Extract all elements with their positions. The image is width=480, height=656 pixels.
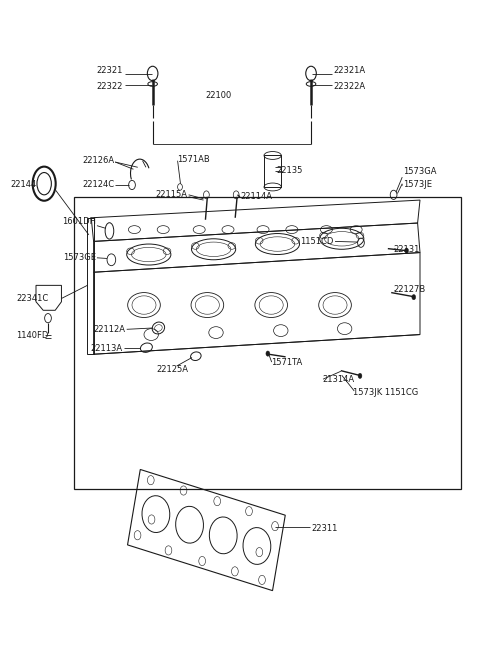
Text: 22125A: 22125A [157,365,189,374]
Circle shape [266,351,270,356]
Text: 22322A: 22322A [334,82,366,91]
Text: 1573GE: 1573GE [63,253,96,262]
Text: 22135: 22135 [276,166,302,175]
Text: 22126A: 22126A [82,156,114,165]
Bar [74,197,461,489]
Text: 22124C: 22124C [82,180,114,190]
Bar [264,155,281,187]
Text: 21314A: 21314A [323,375,355,384]
Text: 22341C: 22341C [16,294,49,303]
Circle shape [412,295,416,300]
Text: 22100: 22100 [205,91,231,100]
Text: 1573GA: 1573GA [403,167,437,176]
Text: 22115A: 22115A [155,190,187,199]
Circle shape [358,373,362,379]
Text: 22131: 22131 [394,245,420,254]
Text: 1571AB: 1571AB [177,155,209,164]
Text: 22127B: 22127B [394,285,426,295]
Text: 1571TA: 1571TA [271,358,302,367]
Text: 22113A: 22113A [90,344,122,354]
Text: 22144: 22144 [10,180,36,190]
Text: 1140FD: 1140FD [16,331,49,340]
Text: 22322: 22322 [96,82,122,91]
Text: 1151CD: 1151CD [300,237,334,246]
Text: 22311: 22311 [311,523,337,533]
Text: 22321: 22321 [96,66,122,75]
Text: 1573JK 1151CG: 1573JK 1151CG [353,388,418,397]
Text: 1601DH: 1601DH [62,216,96,226]
Circle shape [405,248,408,253]
Text: 1573JE: 1573JE [403,180,432,190]
Text: 22321A: 22321A [334,66,366,75]
Text: 22114A: 22114A [240,192,272,201]
Text: 22112A: 22112A [94,325,126,334]
